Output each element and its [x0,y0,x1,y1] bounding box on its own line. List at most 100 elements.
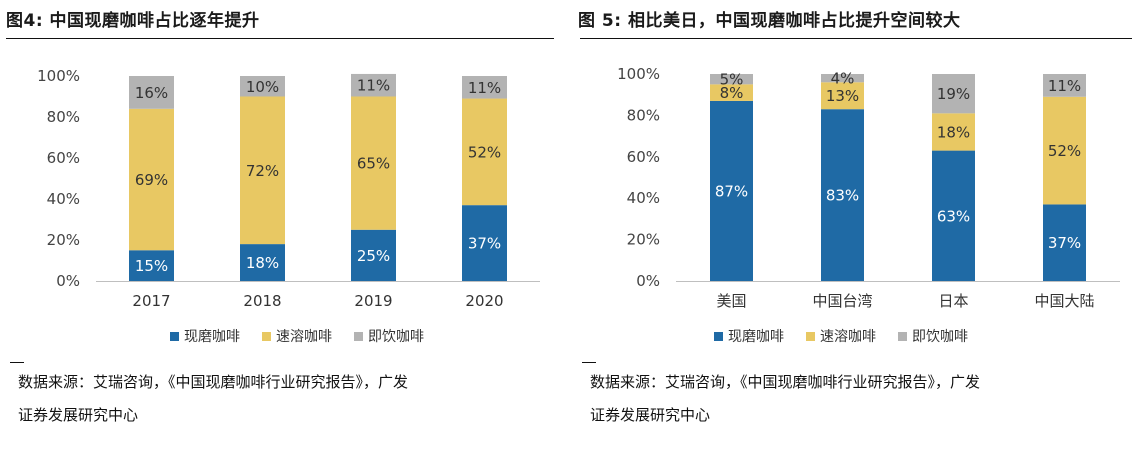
data-label: 63% [937,207,970,225]
bar-segment [240,96,285,245]
bar-segment [1043,74,1086,97]
data-label: 69% [135,171,168,189]
legend-item: 即饮咖啡 [354,326,424,346]
bar-segment [1043,96,1086,205]
bar-segment [932,150,975,281]
data-label: 18% [246,254,279,272]
legend-swatch [354,331,363,341]
source-note: 数据来源：艾瑞咨询，《中国现磨咖啡行业研究报告》，广发 证券发展研究中心 [18,366,408,432]
bar-segment [462,98,507,206]
chart-legend: 现磨咖啡 速溶咖啡 即饮咖啡 [714,326,968,346]
data-label: 18% [937,123,970,141]
source-divider [582,362,596,363]
source-line: 证券发展研究中心 [590,406,711,424]
y-tick-label: 40% [627,189,660,207]
data-label: 83% [826,187,859,205]
y-tick-label: 0% [636,272,660,290]
data-label: 65% [357,155,390,173]
legend-item: 现磨咖啡 [714,326,784,346]
chart-legend: 现磨咖啡 速溶咖啡 即饮咖啡 [170,326,424,346]
title-divider [580,38,1132,39]
bar-segment [462,76,507,99]
legend-label: 速溶咖啡 [276,329,332,345]
y-tick-label: 80% [627,106,660,124]
y-tick-label: 60% [47,149,80,167]
data-label: 52% [468,143,501,161]
stacked-bar-chart: 0% 20% 40% 60% 80% 100% 87% 8%5% 美国 83% 13%4% 中国台湾 6… [617,65,1120,310]
bar-segment [932,113,975,151]
data-label: 72% [246,162,279,180]
data-label: 16% [135,84,168,102]
bar-segment [1043,204,1086,281]
y-tick-label: 40% [47,190,80,208]
x-tick-label: 2019 [354,292,392,310]
bar-segment [710,74,753,85]
bar-segment [821,82,864,110]
data-label: 11% [468,79,501,97]
data-label: 25% [357,247,390,265]
legend-swatch [170,331,179,341]
legend-label: 现磨咖啡 [184,329,240,345]
legend-label: 即饮咖啡 [368,329,424,345]
data-label: 5% [720,71,744,89]
legend-label: 速溶咖啡 [820,329,876,345]
data-label: 87% [715,182,748,200]
x-tick-label: 中国大陆 [1034,292,1094,310]
y-tick-label: 20% [627,231,660,249]
legend-label: 现磨咖啡 [728,329,784,345]
data-label: 15% [135,257,168,275]
x-tick-label: 日本 [938,292,968,310]
data-label: 52% [1048,142,1081,160]
bar-segment [710,84,753,101]
source-divider [10,362,24,363]
data-label: 8% [720,84,744,102]
data-label: 13% [826,87,859,105]
bar-segment [351,73,396,97]
figure-5: 图 5: 相比美日，中国现磨咖啡占比提升空间较大 0% 20% 40% 60% 80% 1… [572,0,1140,451]
stacked-bar-chart: 0% 20% 40% 60% 80% 100% 15% 69% 16% 2017 18% 72% 10%… [37,67,540,310]
figure-title: 图 5: 相比美日，中国现磨咖啡占比提升空间较大 [578,11,961,31]
source-line: 数据来源：艾瑞咨询，《中国现磨咖啡行业研究报告》，广发 [18,373,409,391]
y-tick-label: 0% [56,272,80,290]
legend-item: 即饮咖啡 [898,326,968,346]
source-line: 数据来源：艾瑞咨询，《中国现磨咖啡行业研究报告》，广发 [590,373,981,391]
y-tick-label: 80% [47,108,80,126]
bar-segment [129,76,174,109]
legend-label: 即饮咖啡 [912,329,968,345]
data-label: 10% [246,78,279,96]
legend-item: 速溶咖啡 [806,326,876,346]
data-label: 19% [937,85,970,103]
x-tick-label: 2017 [132,292,170,310]
data-label: 11% [1048,77,1081,95]
bar-segment [129,108,174,251]
legend-swatch [898,331,907,341]
y-tick-label: 100% [617,65,660,83]
x-tick-label: 美国 [716,292,746,310]
data-label: 11% [357,77,390,95]
bar-segment [462,205,507,281]
x-tick-label: 2018 [243,292,281,310]
bar-segment [710,100,753,281]
data-label: 4% [831,70,855,88]
x-tick-label: 中国台湾 [812,292,872,310]
bar-segment [240,244,285,281]
source-note: 数据来源：艾瑞咨询，《中国现磨咖啡行业研究报告》，广发 证券发展研究中心 [590,366,980,432]
data-label: 37% [468,235,501,253]
bar-segment [351,96,396,230]
bar-segment [351,229,396,281]
bar-segment [821,74,864,83]
y-tick-label: 60% [627,148,660,166]
title-divider [6,38,554,39]
bar-segment [129,250,174,281]
bar-segment [932,74,975,114]
source-line: 证券发展研究中心 [18,406,139,424]
figure-title: 图4: 中国现磨咖啡占比逐年提升 [6,11,260,31]
data-label: 37% [1048,234,1081,252]
x-tick-label: 2020 [465,292,503,310]
y-tick-label: 20% [47,231,80,249]
legend-item: 速溶咖啡 [262,326,332,346]
figure-4: 图4: 中国现磨咖啡占比逐年提升 0% 20% 40% 60% 80% 100% 15% 69… [0,0,560,451]
bar-segment [821,109,864,281]
legend-item: 现磨咖啡 [170,326,240,346]
legend-swatch [714,331,723,341]
